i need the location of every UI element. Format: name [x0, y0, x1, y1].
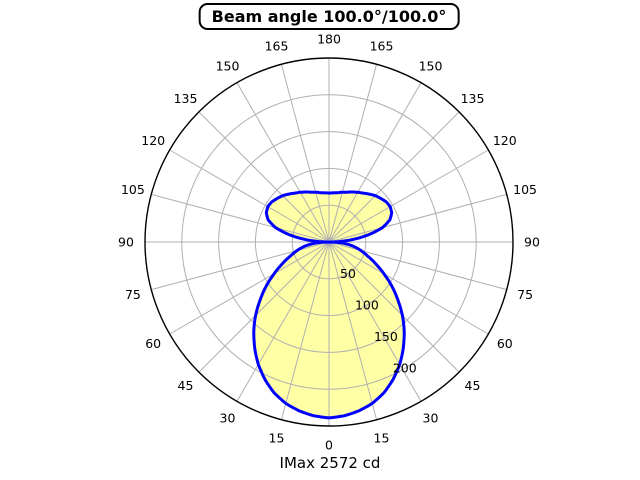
- grid-spoke: [328, 82, 422, 243]
- polar-outer-circle: [144, 57, 514, 427]
- angle-tick-label: 15: [269, 431, 285, 446]
- angle-tick-label: 120: [141, 133, 165, 148]
- chart-title: Beam angle 100.0°/100.0°: [198, 3, 460, 30]
- grid-spoke: [328, 241, 460, 373]
- radial-tick-label: 200: [393, 361, 417, 376]
- grid-spoke: [236, 241, 330, 402]
- angle-tick-label: 105: [121, 182, 145, 197]
- grid-spoke: [328, 241, 378, 420]
- angle-tick-label: 150: [419, 59, 443, 74]
- grid-spoke: [328, 193, 507, 243]
- grid-spoke: [328, 241, 422, 402]
- angle-tick-label: 0: [325, 438, 333, 453]
- grid-spoke: [280, 64, 330, 243]
- grid-spoke: [198, 241, 330, 373]
- angle-tick-label: 15: [374, 431, 390, 446]
- angle-tick-label: 45: [465, 378, 481, 393]
- angle-tick-label: 45: [178, 378, 194, 393]
- radial-tick-label: 50: [340, 266, 356, 281]
- grid-spoke: [169, 241, 330, 335]
- angle-tick-label: 30: [423, 410, 439, 425]
- radial-tick-label: 150: [374, 329, 398, 344]
- grid-spoke: [151, 193, 330, 243]
- angle-tick-label: 180: [317, 32, 341, 47]
- angle-tick-label: 75: [517, 287, 533, 302]
- angle-tick-label: 30: [220, 410, 236, 425]
- angle-tick-label: 90: [524, 235, 540, 250]
- angle-tick-label: 150: [216, 59, 240, 74]
- grid-spoke: [328, 111, 460, 243]
- angle-tick-label: 60: [497, 336, 513, 351]
- angle-tick-label: 60: [145, 336, 161, 351]
- grid-spoke: [280, 241, 330, 420]
- angle-tick-label: 165: [265, 38, 289, 53]
- grid-spoke: [169, 149, 330, 243]
- angle-tick-label: 120: [493, 133, 517, 148]
- grid-spoke: [328, 149, 489, 243]
- intensity-curve-stroke: [252, 190, 406, 420]
- imax-label: IMax 2572 cd: [279, 454, 381, 472]
- grid-spoke: [198, 111, 330, 243]
- angle-tick-label: 135: [174, 91, 198, 106]
- radial-tick-label: 100: [355, 298, 379, 313]
- angle-tick-label: 75: [125, 287, 141, 302]
- angle-tick-label: 135: [461, 91, 485, 106]
- angle-tick-label: 90: [118, 235, 134, 250]
- grid-spoke: [328, 64, 378, 243]
- angle-tick-label: 105: [513, 182, 537, 197]
- grid-spoke: [236, 82, 330, 243]
- grid-spoke: [328, 241, 489, 335]
- angle-tick-label: 165: [370, 38, 394, 53]
